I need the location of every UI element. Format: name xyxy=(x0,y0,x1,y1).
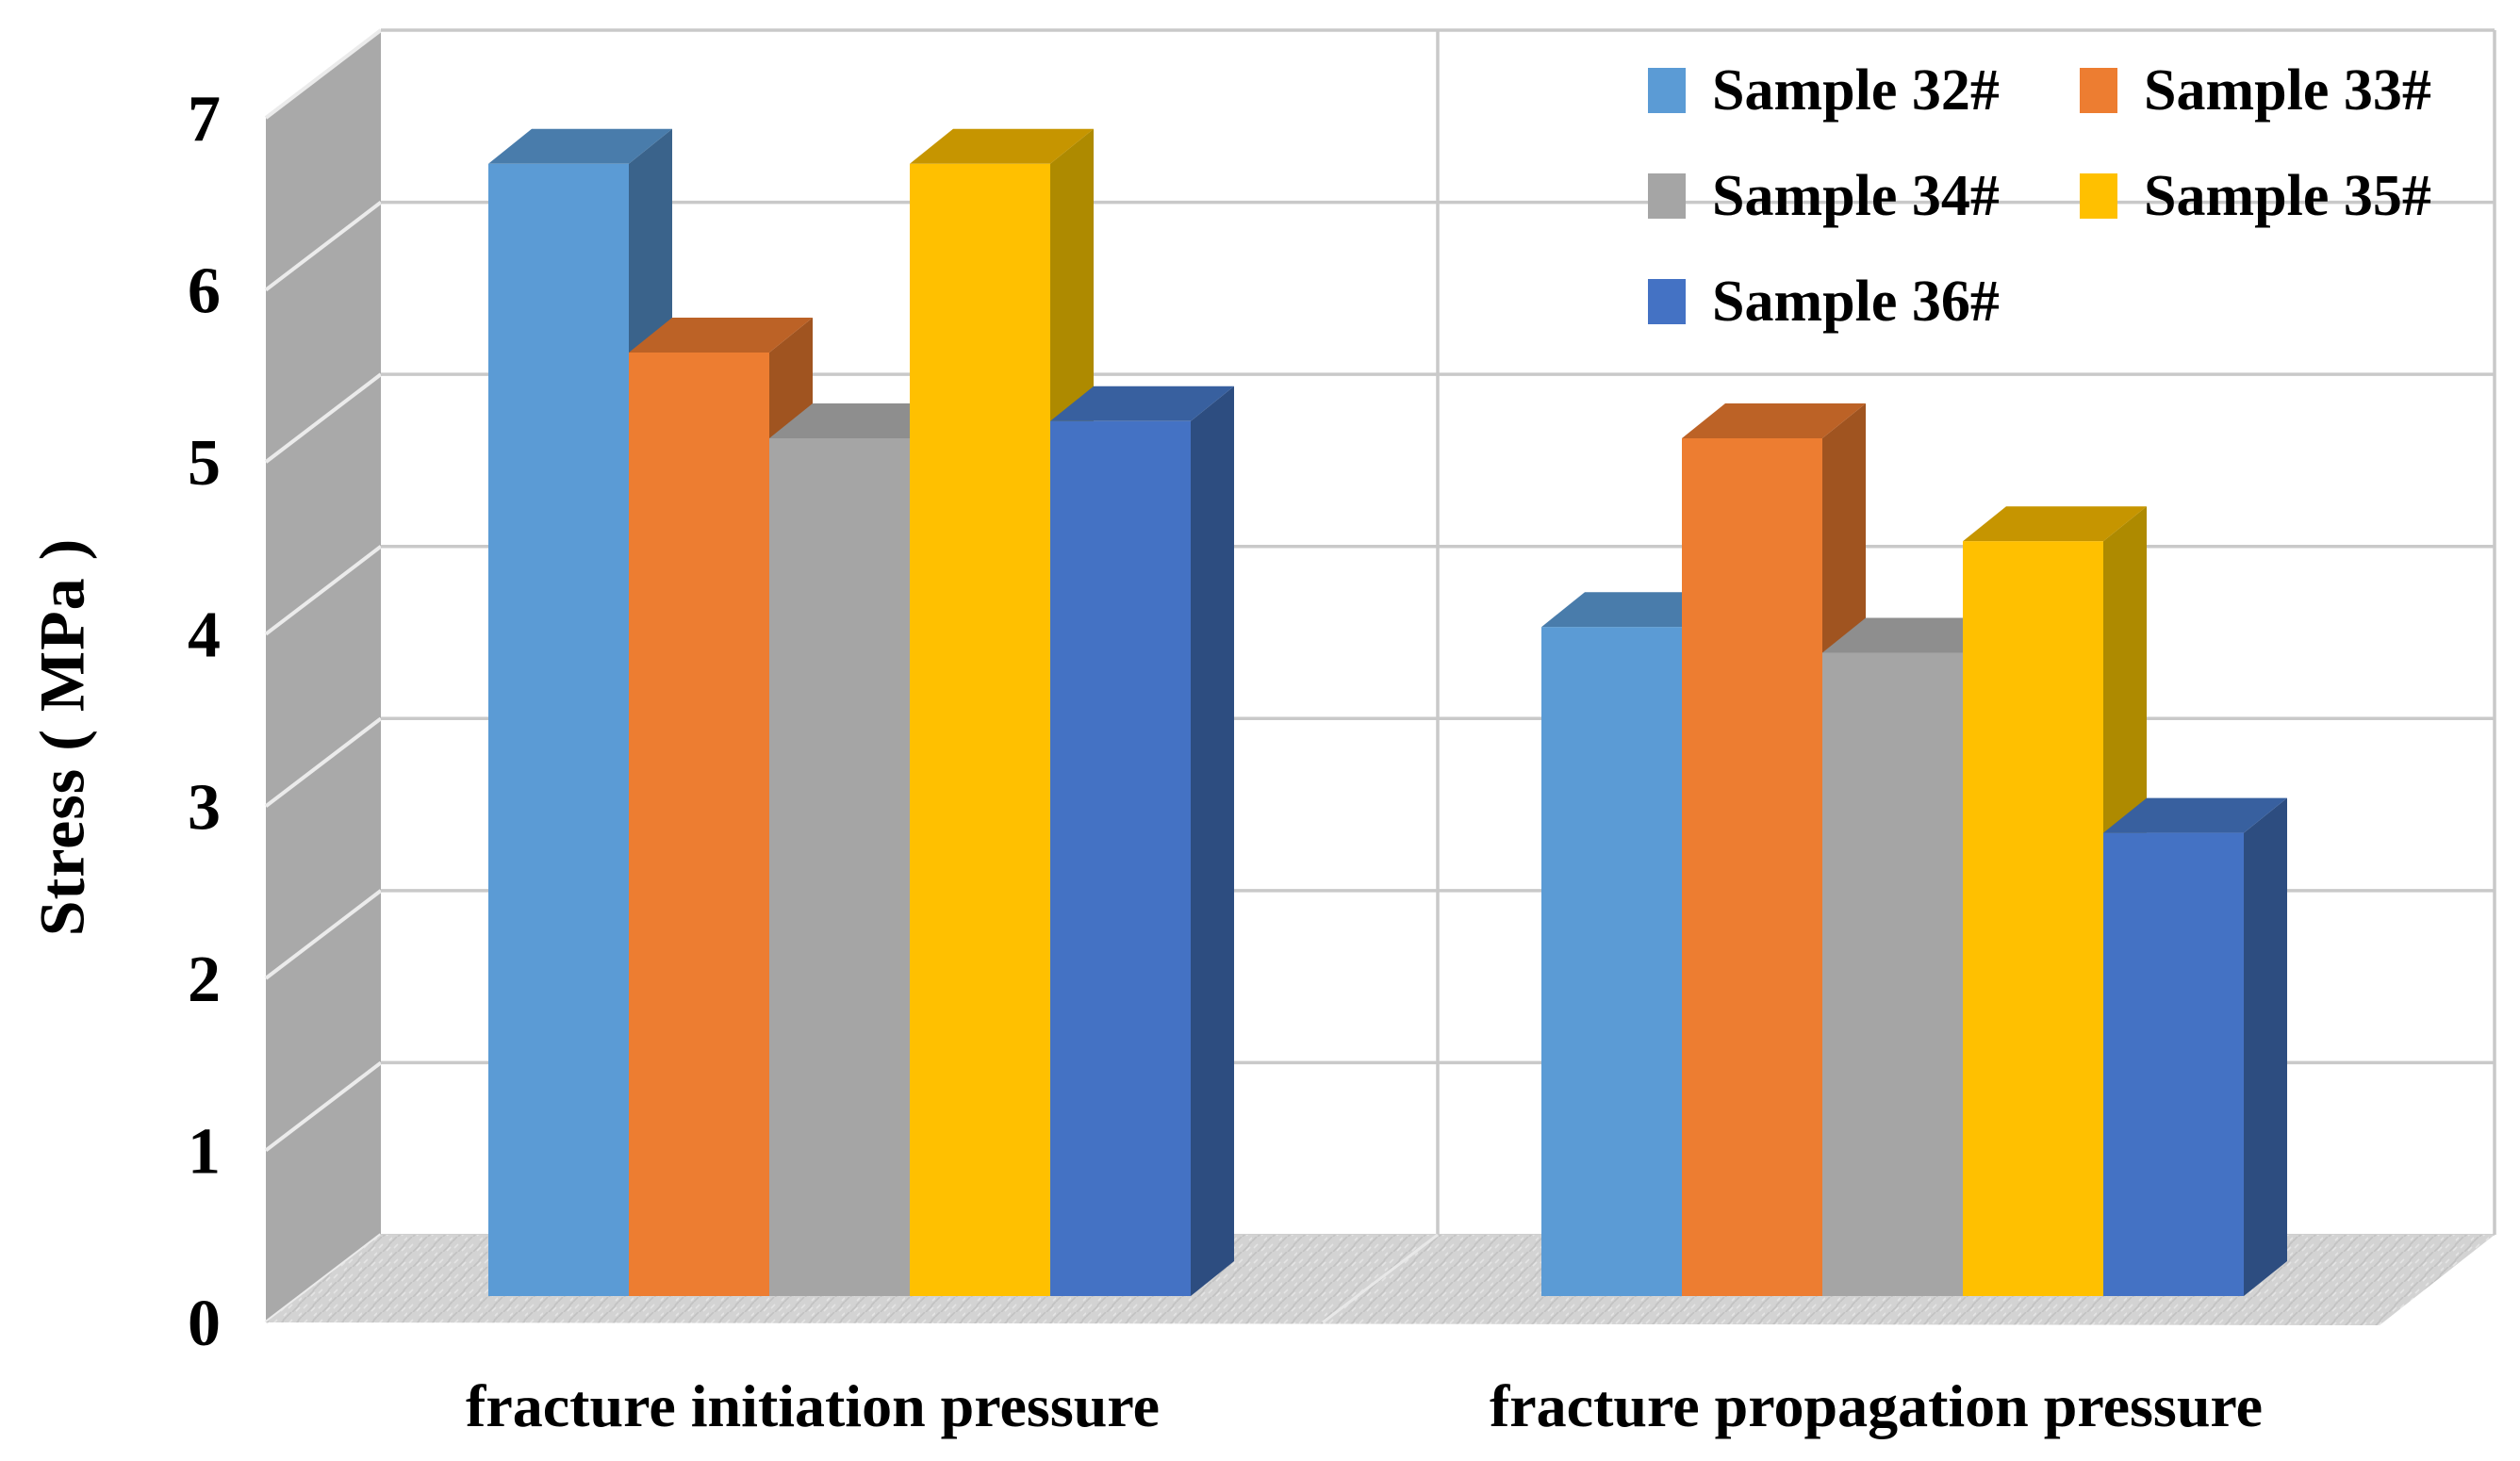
side-wall-gridline xyxy=(264,372,383,464)
bar-sample-33-fracture-initiation-pressure-front-face xyxy=(629,353,769,1296)
x-axis-label-fracture-initiation-pressure: fracture initiation pressure xyxy=(466,1372,1160,1439)
y-tick-label: 3 xyxy=(188,771,221,844)
bar-sample-34-fracture-propagation-pressure-front-face xyxy=(1822,652,1963,1296)
bar-sample-33-fracture-propagation-pressure-front-face xyxy=(1682,438,1822,1296)
legend-item-sample-32: Sample 32# xyxy=(1648,57,2080,124)
legend-item-sample-34: Sample 34# xyxy=(1648,163,2080,230)
side-wall-gridline xyxy=(264,716,383,808)
legend-item-sample-35: Sample 35# xyxy=(2080,163,2520,230)
legend-marker-sample-32 xyxy=(1648,68,1686,113)
legend-label: Sample 34# xyxy=(1712,163,2000,228)
side-wall-gridline xyxy=(264,889,383,980)
legend-marker-sample-33 xyxy=(2080,68,2117,113)
bar-sample-36-fracture-propagation-pressure xyxy=(2103,797,2287,1296)
bar-sample-36-fracture-initiation-pressure xyxy=(1050,386,1234,1296)
bar-sample-34-fracture-propagation-pressure-top-face xyxy=(1822,617,2006,653)
y-axis-title: Stress ( MPa ) xyxy=(25,537,98,937)
bar-sample-36-fracture-initiation-pressure-top-face xyxy=(1050,386,1234,421)
legend-label: Sample 33# xyxy=(2144,57,2431,123)
legend-item-sample-36: Sample 36# xyxy=(1648,269,2080,336)
bar-sample-32-fracture-initiation-pressure-top-face xyxy=(488,128,672,164)
y-tick-label: 4 xyxy=(188,599,221,672)
legend-label: Sample 32# xyxy=(1712,57,2000,123)
x-axis-label-fracture-propagation-pressure: fracture propagation pressure xyxy=(1489,1372,2264,1439)
bar-sample-32-fracture-initiation-pressure-front-face xyxy=(488,163,629,1296)
bar-sample-35-fracture-initiation-pressure-front-face xyxy=(910,163,1050,1296)
bar-sample-32-fracture-propagation-pressure-top-face xyxy=(1541,592,1725,628)
side-wall-gridline xyxy=(264,28,383,120)
bar-sample-36-fracture-initiation-pressure-front-face xyxy=(1050,420,1191,1296)
y-tick-label: 2 xyxy=(188,944,221,1016)
y-tick-label: 0 xyxy=(188,1288,221,1360)
bar-sample-34-fracture-initiation-pressure-front-face xyxy=(769,438,910,1296)
bar-sample-33-fracture-initiation-pressure-top-face xyxy=(629,318,813,353)
bar-sample-33-fracture-propagation-pressure-top-face xyxy=(1682,403,1866,438)
side-wall-gridline xyxy=(264,1060,383,1153)
legend-label: Sample 35# xyxy=(2144,163,2431,228)
chart-legend: Sample 32# Sample 33# Sample 34# Sample 35#… xyxy=(1648,38,2520,354)
legend-marker-sample-34 xyxy=(1648,173,1686,219)
y-tick-label: 6 xyxy=(188,255,221,328)
bar-sample-35-fracture-propagation-pressure-top-face xyxy=(1963,506,2147,542)
bar-sample-34-fracture-initiation-pressure-top-face xyxy=(769,403,953,438)
side-wall-gridline xyxy=(264,545,383,636)
side-wall xyxy=(266,30,381,1322)
bar-sample-32-fracture-propagation-pressure-front-face xyxy=(1541,627,1682,1296)
bar-sample-35-fracture-propagation-pressure-front-face xyxy=(1963,541,2103,1296)
legend-item-sample-33: Sample 33# xyxy=(2080,57,2520,124)
bar-sample-36-fracture-initiation-pressure-side-face xyxy=(1191,386,1234,1296)
bar-sample-35-fracture-initiation-pressure-top-face xyxy=(910,128,1094,164)
bar-sample-36-fracture-propagation-pressure-front-face xyxy=(2103,832,2244,1296)
y-tick-label: 7 xyxy=(188,83,221,156)
side-wall-gridline xyxy=(264,200,383,292)
y-tick-label: 1 xyxy=(188,1115,221,1188)
legend-marker-sample-35 xyxy=(2080,173,2117,219)
bar-sample-36-fracture-propagation-pressure-top-face xyxy=(2103,797,2287,833)
floor-separator-line xyxy=(1322,1233,1439,1324)
legend-label: Sample 36# xyxy=(1712,269,2000,334)
bar-sample-36-fracture-propagation-pressure-side-face xyxy=(2244,797,2287,1296)
legend-marker-sample-36 xyxy=(1648,279,1686,324)
y-tick-label: 5 xyxy=(188,427,221,500)
